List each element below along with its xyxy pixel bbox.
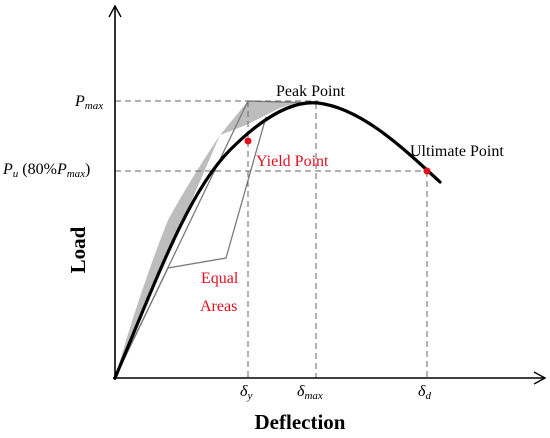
label-delta-y: δy <box>240 383 252 402</box>
equal-areas-label-line1: Equal <box>201 270 239 287</box>
yield-point-label: Yield Point <box>256 153 329 170</box>
x-axis-title: Deflection <box>255 410 346 434</box>
label-p-u: Pu (80%Pmax) <box>2 161 90 180</box>
guide-lines <box>115 100 428 378</box>
y-axis-title: Load <box>66 226 90 273</box>
label-delta-d: δd <box>418 383 431 402</box>
label-delta-max: δmax <box>297 383 323 402</box>
load-deflection-curve <box>113 101 442 380</box>
equal-areas-label-line2: Areas <box>200 298 237 315</box>
ultimate-point-marker <box>423 167 431 175</box>
yield-point-marker <box>244 137 252 145</box>
peak-point-label: Peak Point <box>276 83 345 100</box>
secant-line <box>114 116 267 379</box>
ultimate-point-label: Ultimate Point <box>410 143 504 160</box>
label-p-max: Pmax <box>74 93 103 112</box>
